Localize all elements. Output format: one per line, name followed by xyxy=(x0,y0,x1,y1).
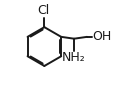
Text: Cl: Cl xyxy=(37,4,50,17)
Text: OH: OH xyxy=(92,30,111,43)
Text: NH₂: NH₂ xyxy=(62,51,86,64)
